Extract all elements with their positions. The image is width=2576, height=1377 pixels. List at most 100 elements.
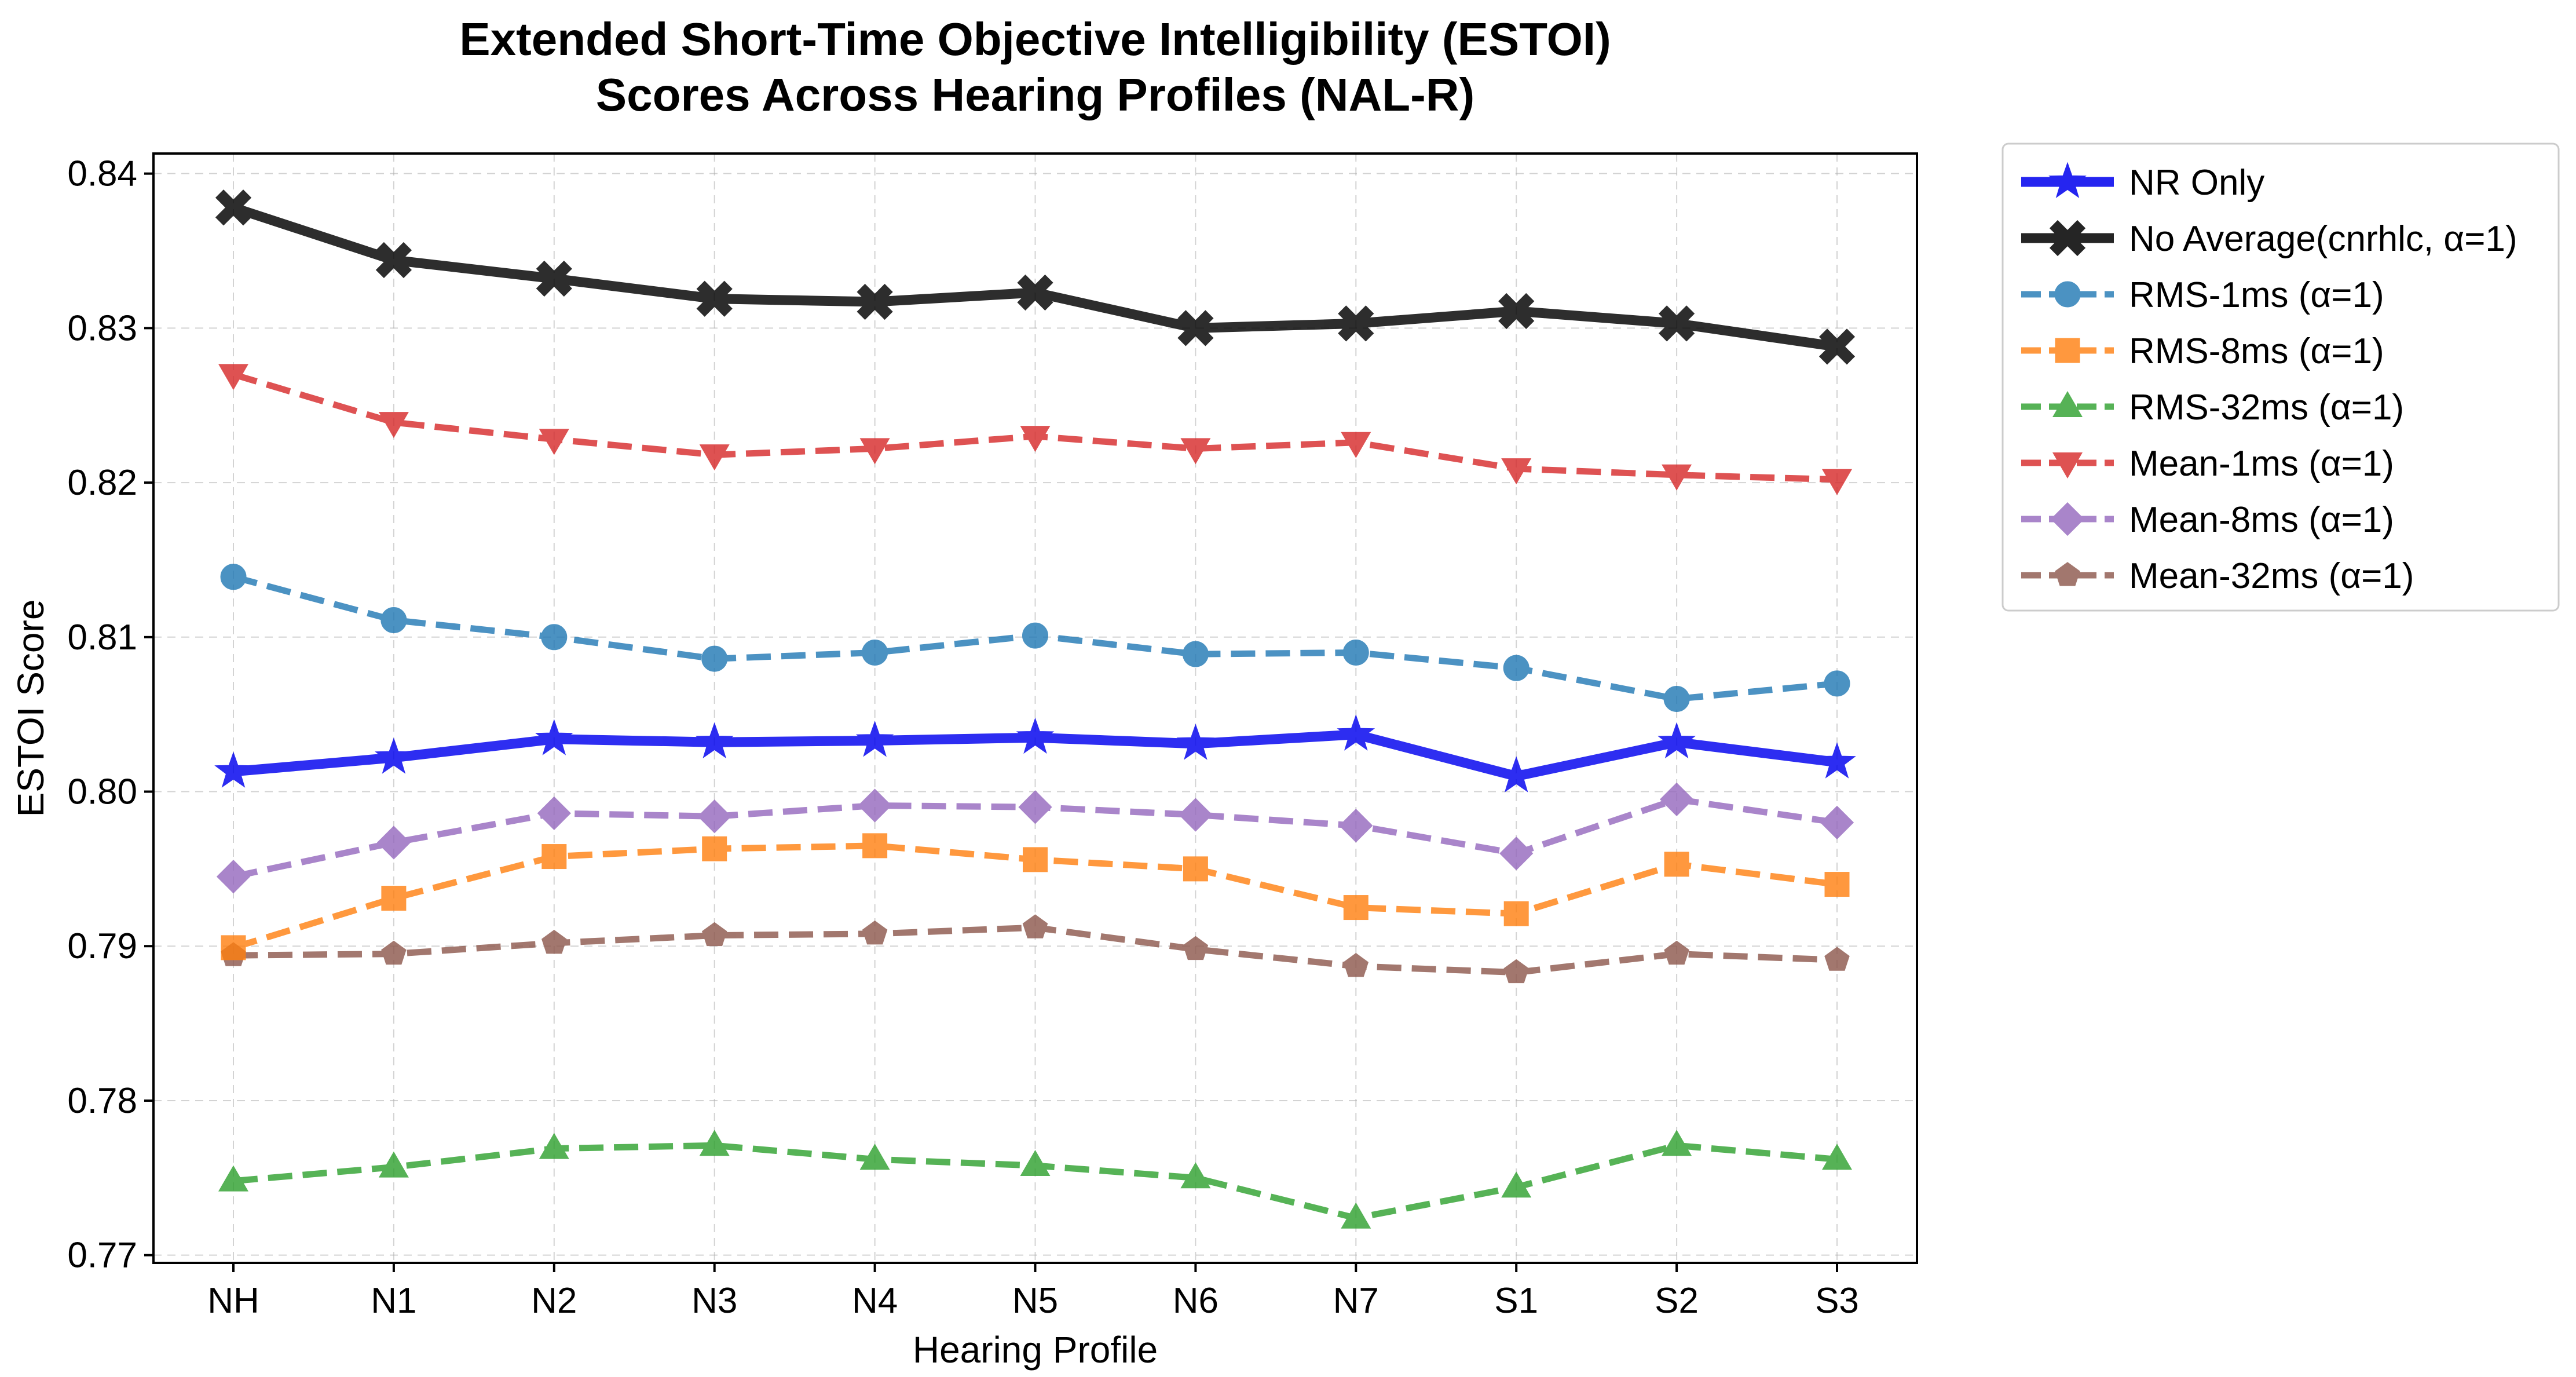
legend-label: NR Only: [2129, 163, 2264, 203]
data-point: [536, 260, 572, 297]
x-tick-label: N6: [1173, 1281, 1219, 1321]
data-point: [1820, 805, 1854, 840]
data-point: [381, 886, 407, 911]
data-point: [1182, 641, 1209, 667]
data-point: [1657, 722, 1696, 759]
data-point: [1023, 847, 1048, 872]
y-tick-label: 0.82: [67, 463, 137, 503]
data-point: [1664, 852, 1689, 877]
x-tick-label: S2: [1655, 1281, 1699, 1321]
data-point: [1501, 458, 1532, 485]
legend-entry: [2021, 391, 2114, 417]
data-point: [858, 788, 892, 823]
x-axis-label: Hearing Profile: [913, 1329, 1158, 1371]
data-point: [1824, 872, 1850, 897]
data-point: [696, 280, 733, 317]
x-tick-label: S1: [1494, 1281, 1538, 1321]
data-point: [1338, 305, 1374, 342]
chart-title: Extended Short-Time Objective Intelligib…: [459, 13, 1611, 120]
x-tick-label: N5: [1012, 1281, 1058, 1321]
data-point: [1342, 639, 1369, 666]
legend-marker: [2049, 220, 2086, 257]
legend-label: RMS-8ms (α=1): [2129, 331, 2384, 371]
data-point: [541, 624, 568, 651]
legend: NR Only No Average(cnrhlc, α=1) RMS-1ms (α…: [2001, 143, 2560, 612]
data-point: [1662, 464, 1692, 491]
chart-title-line: Scores Across Hearing Profiles (NAL-R): [596, 69, 1474, 120]
data-point: [218, 1165, 248, 1192]
series-3: [221, 833, 1850, 960]
data-point: [215, 189, 252, 226]
legend-entry: [2021, 220, 2114, 257]
data-point: [697, 799, 731, 834]
data-point: [1020, 1150, 1051, 1176]
legend-label: RMS-1ms (α=1): [2129, 275, 2384, 315]
y-tick-label: 0.80: [67, 772, 137, 812]
data-point: [380, 607, 407, 633]
data-point: [1183, 856, 1208, 882]
legend-marker: [2055, 338, 2080, 363]
data-point: [855, 720, 894, 757]
y-tick-label: 0.83: [67, 308, 137, 348]
chart-title-line: Extended Short-Time Objective Intelligib…: [459, 13, 1611, 65]
y-tick-label: 0.84: [67, 154, 137, 194]
data-point: [541, 844, 567, 870]
data-point: [1179, 798, 1213, 832]
data-point: [862, 833, 888, 859]
data-point: [1339, 809, 1373, 843]
data-point: [862, 639, 888, 666]
x-tick-label: N3: [691, 1281, 737, 1321]
data-point: [541, 930, 567, 954]
data-point: [375, 737, 413, 774]
data-point: [701, 645, 728, 672]
series-1: [215, 189, 1856, 365]
data-point: [1663, 685, 1690, 712]
data-point: [1822, 469, 1852, 495]
x-tick-label: S3: [1815, 1281, 1859, 1321]
x-tick-label: N2: [531, 1281, 577, 1321]
data-point: [1343, 895, 1368, 921]
legend-entry: [2021, 281, 2114, 308]
data-point: [1822, 1144, 1852, 1170]
series-layer: [214, 189, 1856, 1229]
data-point: [1341, 432, 1371, 458]
data-point: [381, 940, 407, 965]
data-point: [1501, 1171, 1532, 1198]
legend-marker: [2050, 502, 2085, 536]
data-point: [376, 826, 411, 860]
data-point: [1022, 914, 1048, 938]
data-point: [1503, 901, 1529, 926]
data-point: [1018, 790, 1052, 824]
y-tick-label: 0.81: [67, 618, 137, 658]
data-point: [1020, 426, 1051, 452]
data-point: [1503, 959, 1529, 984]
data-point: [1503, 655, 1529, 681]
data-point: [1662, 1130, 1692, 1156]
legend-label: RMS-32ms (α=1): [2129, 388, 2404, 428]
data-point: [1499, 837, 1534, 871]
data-point: [537, 796, 571, 831]
data-point: [535, 719, 573, 755]
data-point: [699, 444, 730, 471]
data-point: [378, 1151, 409, 1178]
data-point: [859, 438, 890, 465]
legend-marker: [2055, 562, 2080, 586]
series-4: [218, 1130, 1852, 1229]
data-point: [220, 564, 247, 590]
legend-marker: [2052, 391, 2083, 417]
legend-marker: [2054, 281, 2081, 308]
data-point: [1337, 714, 1375, 751]
data-point: [1183, 936, 1209, 960]
data-point: [1818, 742, 1856, 779]
y-tick-label: 0.77: [67, 1236, 137, 1276]
x-tick-label: NH: [207, 1281, 259, 1321]
data-point: [1818, 328, 1856, 365]
data-point: [1824, 947, 1850, 971]
data-point: [857, 283, 893, 320]
data-point: [214, 751, 253, 788]
data-point: [1664, 940, 1689, 965]
data-point: [702, 836, 727, 861]
series-6: [216, 782, 1854, 894]
